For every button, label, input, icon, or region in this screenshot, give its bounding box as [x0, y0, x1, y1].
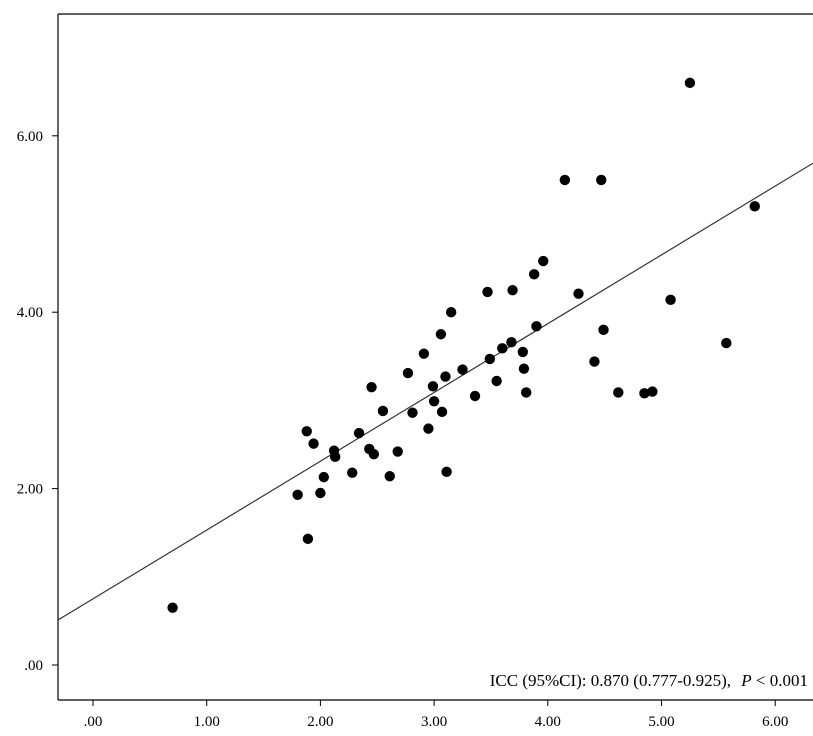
data-point: [573, 288, 584, 299]
data-point: [639, 388, 650, 399]
data-point: [423, 423, 434, 434]
data-point: [507, 284, 518, 296]
x-tick-label: 2.00: [307, 714, 333, 730]
data-point: [531, 321, 542, 332]
data-point: [318, 471, 330, 483]
data-point: [518, 363, 530, 374]
data-point: [445, 307, 457, 318]
y-tick-label: 2.00: [17, 482, 43, 498]
data-point: [469, 390, 481, 402]
data-point: [427, 381, 439, 392]
data-point: [329, 451, 341, 463]
data-point: [598, 324, 609, 336]
data-point: [538, 255, 549, 267]
data-point: [440, 371, 451, 382]
data-point: [377, 405, 389, 417]
data-point: [559, 174, 571, 186]
x-tick-label: 5.00: [648, 714, 674, 730]
data-point: [302, 533, 314, 545]
annotation-p: P: [740, 671, 751, 690]
data-point: [484, 353, 496, 365]
annotation-prefix: ICC (95%CI): 0.870 (0.777-0.925),: [490, 671, 731, 690]
data-point: [392, 446, 403, 457]
data-point: [353, 427, 365, 439]
fit-line-layer: [57, 162, 813, 621]
x-tick-label: 4.00: [535, 714, 561, 730]
data-point: [647, 386, 658, 397]
data-point: [402, 367, 414, 379]
data-point: [384, 471, 395, 482]
data-point: [368, 449, 380, 460]
x-tick-label: 6.00: [762, 714, 788, 730]
data-point: [665, 294, 676, 306]
x-tick-label: .00: [84, 714, 103, 730]
data-point: [435, 329, 447, 340]
plot-frame: [57, 13, 813, 701]
data-point: [457, 364, 468, 375]
data-point: [418, 348, 430, 359]
data-point: [366, 381, 377, 393]
annotation-suffix: < 0.001: [756, 671, 808, 690]
y-tick-label: .00: [24, 658, 43, 674]
data-point: [167, 602, 178, 613]
data-point: [407, 407, 418, 418]
data-point: [520, 387, 532, 398]
data-point: [749, 201, 760, 212]
data-point: [347, 467, 358, 478]
data-point: [301, 426, 312, 437]
y-axis: .00 2.00 4.00 6.00: [17, 129, 58, 674]
data-point: [497, 343, 508, 354]
points-layer: [167, 77, 760, 613]
data-point: [491, 375, 502, 387]
data-point: [506, 336, 517, 348]
y-tick-label: 4.00: [17, 305, 43, 321]
data-point: [684, 77, 696, 89]
data-point: [292, 489, 303, 500]
data-point: [613, 387, 624, 398]
data-point: [596, 174, 607, 186]
data-point: [721, 337, 732, 349]
data-point: [441, 466, 452, 478]
data-point: [528, 269, 540, 280]
data-point: [315, 487, 326, 499]
data-point: [428, 396, 440, 407]
y-tick-label: 6.00: [17, 129, 43, 145]
data-point: [482, 286, 493, 298]
data-point: [308, 438, 319, 449]
x-tick-label: 1.00: [194, 714, 220, 730]
data-point: [436, 406, 448, 418]
icc-annotation: ICC (95%CI): 0.870 (0.777-0.925), P < 0.…: [490, 671, 808, 690]
data-point: [589, 356, 600, 367]
x-tick-label: 3.00: [421, 714, 447, 730]
data-point: [517, 346, 528, 358]
x-axis: .00 1.00 2.00 3.00 4.00 5.00 6.00: [84, 700, 788, 730]
fit-line: [57, 162, 813, 621]
